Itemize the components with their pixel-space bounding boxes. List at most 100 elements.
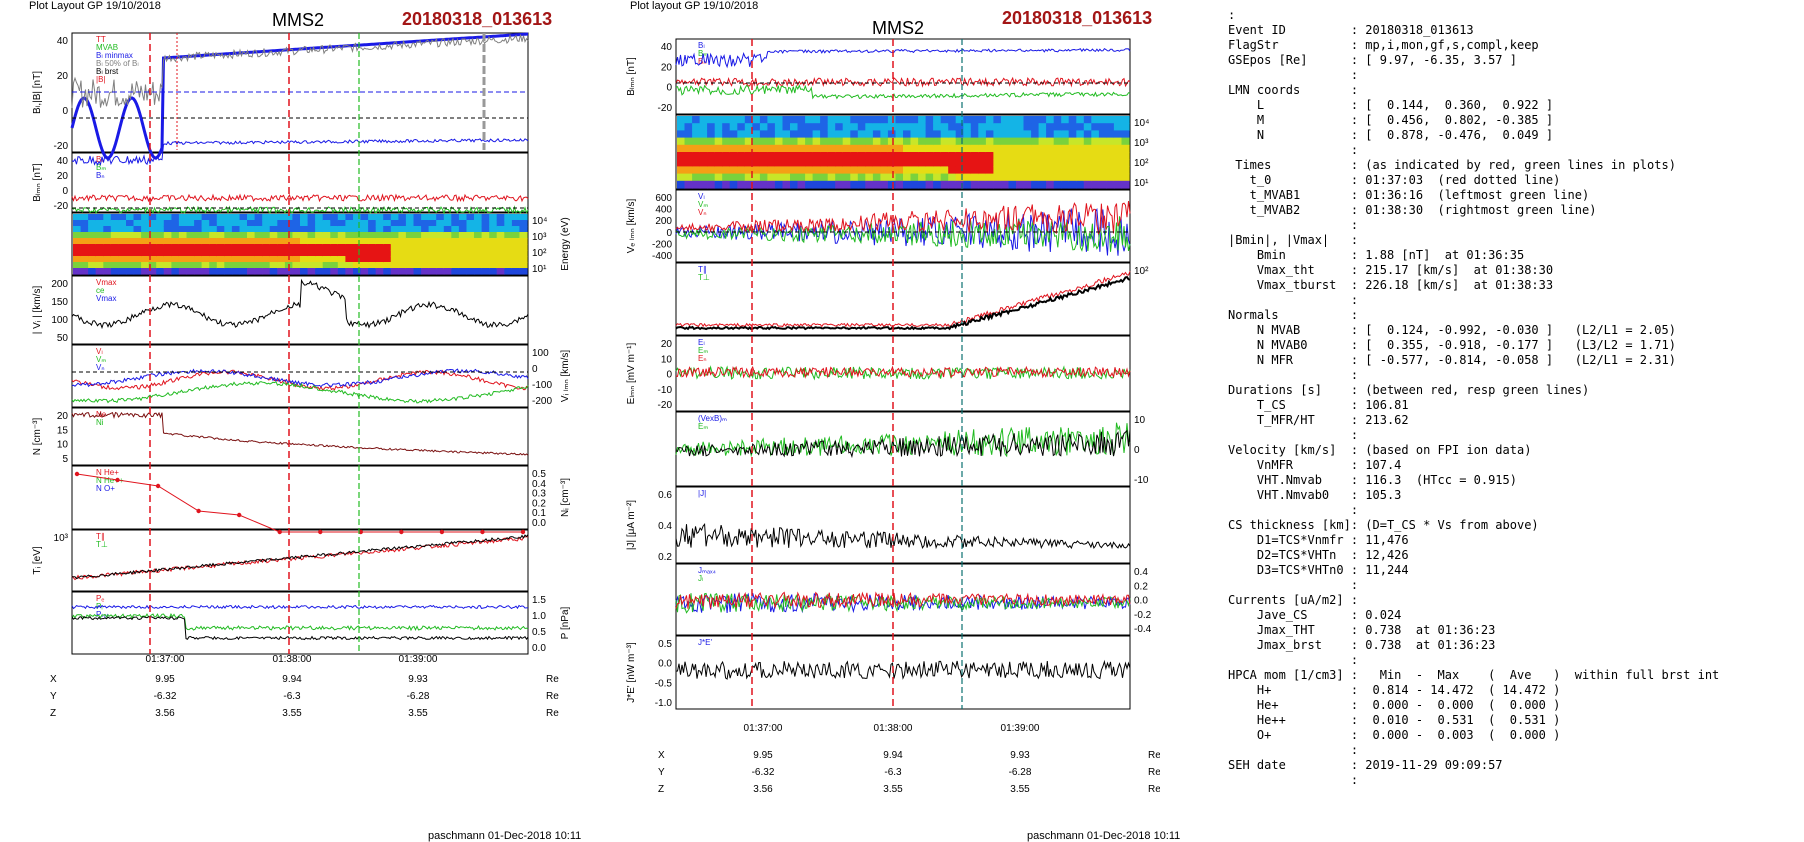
spectrogram-cell: [360, 256, 369, 263]
spectrogram-cell: [970, 123, 979, 131]
spectrogram-cell: [451, 250, 460, 257]
spectrogram-cell: [978, 159, 987, 167]
tick-label: 10⁴: [1134, 118, 1149, 129]
spectrogram-cell: [413, 232, 422, 239]
spectrogram-cell: [684, 166, 693, 175]
spectrogram-cell: [353, 244, 362, 251]
spectrogram-cell: [933, 159, 942, 167]
spectrogram-cell: [126, 214, 135, 221]
spectrogram-cell: [141, 256, 150, 263]
spectrogram-cell: [767, 130, 776, 139]
panel-ylabel: |J| [μA m⁻²]: [626, 500, 637, 550]
spectrogram-cell: [451, 214, 460, 221]
eph-value: 9.93: [1010, 750, 1030, 761]
spectrogram-cell: [466, 232, 475, 239]
spectrogram-cell: [254, 262, 263, 269]
spectrogram-cell: [262, 220, 271, 227]
spectrogram-cell: [887, 166, 896, 175]
spectrogram-cell: [496, 232, 505, 239]
spectrogram-cell: [805, 180, 814, 189]
spectrogram-cell: [458, 244, 468, 251]
spectrogram-cell: [194, 250, 203, 257]
spectrogram-cell: [774, 180, 783, 189]
spectrogram-cell: [1098, 144, 1107, 153]
spectrogram-cell: [1068, 166, 1077, 175]
spectrogram-cell: [827, 130, 836, 139]
spectrogram-cell: [880, 130, 889, 139]
spectrogram-cell: [451, 238, 460, 245]
spectrogram-cell: [201, 244, 210, 251]
tick-label: 10³: [532, 232, 547, 243]
spectrogram-cell: [247, 238, 256, 245]
legend-entry: T⊥: [96, 540, 108, 549]
spectrogram-cell: [903, 130, 912, 139]
spectrogram-cell: [118, 232, 127, 239]
spectrogram-cell: [865, 173, 874, 182]
spectrogram-cell: [714, 180, 723, 189]
left-event-id: 20180318_013613: [402, 9, 553, 29]
spectrogram-cell: [269, 256, 278, 263]
spectrogram-cell: [1031, 173, 1040, 182]
spectrogram-cell: [722, 130, 731, 139]
spectrogram-cell: [231, 220, 241, 227]
spectrogram-cell: [133, 256, 142, 263]
spectrogram-cell: [1068, 130, 1077, 139]
spectrogram-cell: [1121, 166, 1130, 175]
spectrogram-cell: [963, 180, 972, 189]
spectrogram-cell: [103, 220, 112, 227]
spectrogram-cell: [933, 130, 942, 139]
spectrogram-cell: [933, 144, 942, 153]
spectrogram-cell: [722, 152, 731, 160]
spectrogram-cell: [201, 268, 210, 275]
spectrogram-cell: [684, 152, 693, 160]
spectrogram-cell: [850, 166, 859, 175]
spectrogram-cell: [80, 214, 89, 221]
spectrogram-cell: [774, 123, 783, 131]
spectrogram-cell: [345, 244, 354, 251]
spectrogram-cell: [963, 123, 972, 131]
spectrogram-cell: [887, 159, 896, 167]
spectrogram-cell: [481, 226, 490, 233]
spectrogram-cell: [262, 268, 271, 275]
tick-label: -20: [658, 400, 673, 411]
spectrogram-cell: [759, 159, 768, 167]
spectrogram-cell: [398, 250, 407, 257]
spectrogram-cell: [436, 262, 445, 269]
spectrogram-cell: [865, 159, 874, 167]
info-line: :: [1228, 8, 1236, 22]
info-line: Vmax_tburst : 226.18 [km/s] at 01:38:33: [1228, 278, 1554, 292]
spectrogram-cell: [421, 220, 430, 227]
spectrogram-cell: [963, 166, 972, 175]
eph-value: 9.95: [753, 750, 773, 761]
legend-entry: Bₙ: [96, 171, 105, 180]
je-line: [675, 659, 1131, 680]
spectrogram-cell: [133, 214, 142, 221]
spectrogram-cell: [292, 250, 301, 257]
spectrogram-cell: [903, 180, 912, 189]
legend-entry: Vₙ: [698, 208, 707, 217]
spectrogram-cell: [368, 238, 377, 245]
spectrogram-cell: [345, 250, 354, 257]
legend-entry: MVAB: [96, 43, 118, 52]
spectrogram-cell: [1016, 173, 1025, 182]
spectrogram-cell: [759, 152, 768, 160]
info-line: LMN coords :: [1228, 83, 1359, 97]
spectrogram-cell: [1106, 180, 1115, 189]
tick-label: 0.4: [532, 479, 546, 490]
spectrogram-cell: [307, 244, 316, 251]
spectrogram-cell: [835, 137, 844, 146]
spectrogram-cell: [474, 226, 483, 233]
ni-point: [155, 483, 161, 489]
tick-label: 0: [1134, 445, 1140, 456]
spectrogram-cell: [231, 238, 241, 245]
spectrogram-cell: [322, 232, 331, 239]
spectrogram-cell: [752, 152, 761, 160]
spectrogram-cell: [1023, 144, 1032, 153]
spectrogram-cell: [1046, 166, 1055, 175]
spectrogram-cell: [375, 256, 384, 263]
spectrogram-cell: [489, 268, 498, 275]
spectrogram-cell: [1121, 144, 1130, 153]
spectrogram-cell: [1076, 152, 1085, 160]
info-line: :: [1228, 368, 1359, 382]
left-header: Plot Layout GP 19/10/2018: [29, 0, 161, 12]
